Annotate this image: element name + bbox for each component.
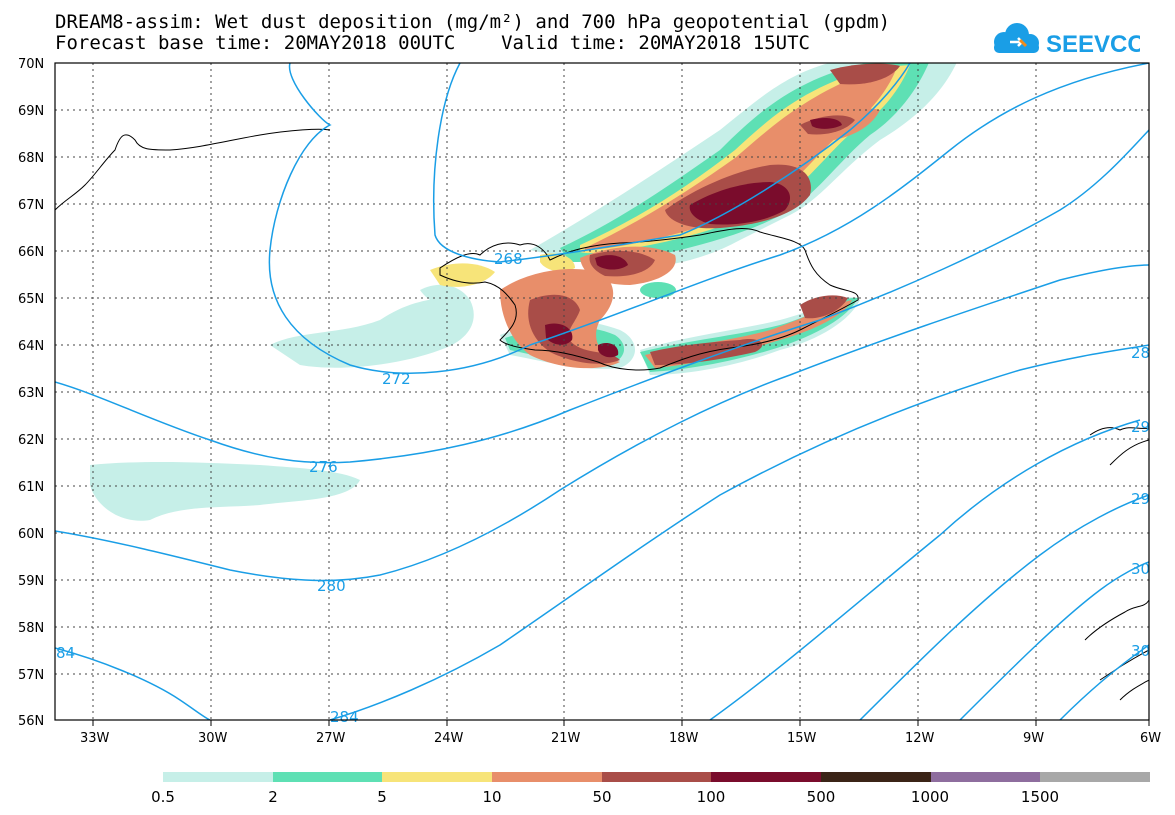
contour-label: 28	[1131, 344, 1150, 362]
lon-label: 27W	[316, 731, 346, 746]
legend-label: 1000	[910, 788, 950, 806]
scotland-coast	[1084, 427, 1149, 701]
lat-label: 63N	[18, 386, 44, 401]
legend-label: 1500	[1020, 788, 1060, 806]
contour-label: 29	[1131, 418, 1150, 436]
legend-swatch	[601, 772, 712, 782]
lat-label: 70N	[18, 57, 44, 72]
lon-label: 9W	[1023, 731, 1044, 746]
lat-label: 62N	[18, 433, 44, 448]
lon-label: 6W	[1140, 731, 1161, 746]
lat-label: 66N	[18, 245, 44, 260]
lon-label: 21W	[551, 731, 581, 746]
legend-swatch	[930, 772, 1041, 782]
logo-text: SEEVCCC	[1046, 31, 1140, 58]
lon-label: 33W	[80, 731, 110, 746]
axis-ticks	[92, 720, 1150, 726]
chart-title: DREAM8-assim: Wet dust deposition (mg/m²…	[55, 11, 891, 33]
lat-label: 69N	[18, 104, 44, 119]
lat-label: 64N	[18, 339, 44, 354]
contour-label: 276	[309, 458, 338, 476]
lat-label: 65N	[18, 292, 44, 307]
lat-label: 59N	[18, 574, 44, 589]
lon-label: 24W	[434, 731, 464, 746]
lat-label: 60N	[18, 527, 44, 542]
coastlines	[55, 128, 1149, 701]
lat-label: 58N	[18, 621, 44, 636]
lon-label: 18W	[669, 731, 699, 746]
contour-label: 268	[494, 250, 523, 268]
seevccc-logo: SEEVCCC	[994, 23, 1140, 58]
legend-label: 2	[268, 788, 278, 806]
contour-label: 30	[1131, 560, 1150, 578]
legend-label: 500	[806, 788, 836, 806]
contour-label: 284	[330, 708, 359, 726]
legend-swatch	[711, 772, 822, 782]
lat-label: 68N	[18, 151, 44, 166]
cloud-icon	[994, 23, 1039, 53]
contour-label: 29	[1131, 490, 1150, 508]
legend-swatch	[821, 772, 931, 782]
legend-label: 10	[482, 788, 502, 806]
dust-deposition-layer	[90, 63, 957, 521]
lon-label: 15W	[787, 731, 817, 746]
legend-label: 5	[377, 788, 387, 806]
contour-label: 272	[382, 370, 411, 388]
legend-swatch	[382, 772, 493, 782]
contour-label: 84	[56, 644, 75, 662]
greenland-coast	[55, 128, 331, 211]
legend-label: 100	[696, 788, 726, 806]
legend-swatch	[492, 772, 602, 782]
iceland-coast	[439, 228, 859, 371]
lat-label: 67N	[18, 198, 44, 213]
legend-colorbar	[163, 772, 1151, 782]
legend-swatch	[163, 772, 273, 782]
lon-label: 12W	[905, 731, 935, 746]
lat-label: 56N	[18, 714, 44, 729]
legend-swatch	[272, 772, 383, 782]
legend-label: 50	[592, 788, 612, 806]
lat-label: 57N	[18, 668, 44, 683]
lat-label: 61N	[18, 480, 44, 495]
map-frame	[54, 62, 1150, 721]
graticule	[55, 63, 1149, 720]
geopotential-contours	[55, 63, 1149, 720]
contour-label: 280	[317, 577, 346, 595]
lon-label: 30W	[198, 731, 228, 746]
legend-label: 0.5	[151, 788, 175, 806]
chart-subtitle: Forecast base time: 20MAY2018 00UTC Vali…	[55, 32, 810, 54]
legend-swatch	[1040, 772, 1151, 782]
contour-label: 30	[1131, 642, 1150, 660]
